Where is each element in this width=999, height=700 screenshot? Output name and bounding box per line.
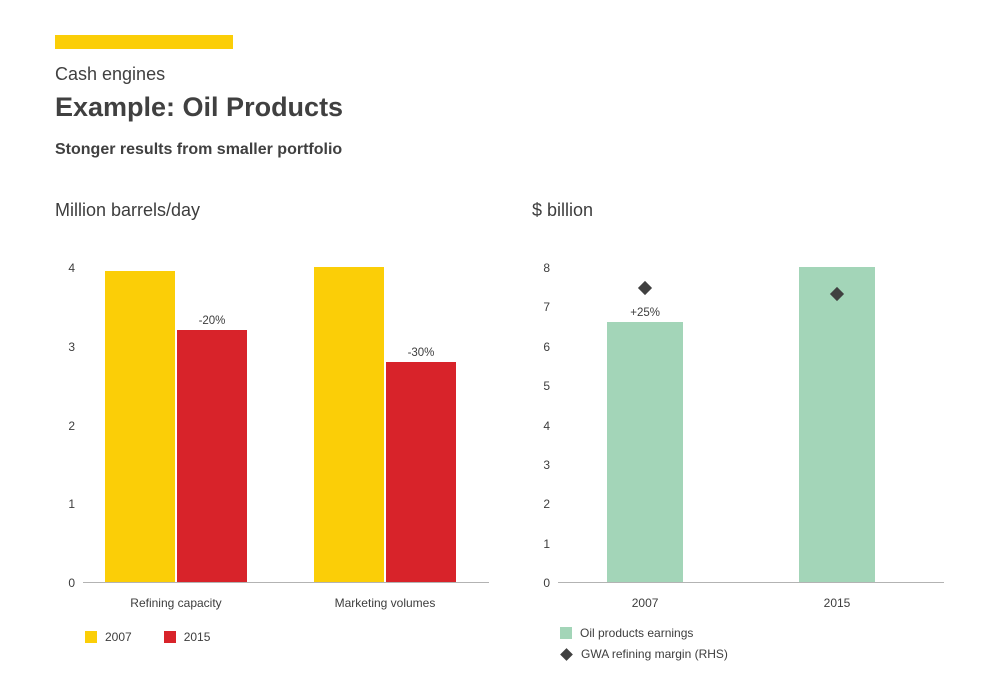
chart-barrels-per-day: Million barrels/day 0 1 2 3 4 Refining capacit… [55, 198, 515, 688]
chart-dollar-billion: $ billion 0 1 2 3 4 5 6 7 8 2007 2015 +25% Oil produc… [532, 198, 972, 688]
legend-item: GWA refining margin (RHS) [560, 647, 728, 661]
y-tick-label: 4 [68, 261, 75, 275]
y-tick-label: 1 [543, 536, 550, 551]
bar-2007 [105, 270, 175, 582]
y-tick-label: 0 [543, 576, 550, 590]
y-tick-label: 7 [543, 300, 550, 315]
legend: Oil products earnings GWA refining margin… [560, 626, 760, 668]
legend-item: Oil products earnings [560, 626, 728, 640]
category-label: 2007 [631, 596, 659, 610]
legend-label: 2015 [183, 630, 211, 644]
legend-label: Oil products earnings [580, 626, 694, 640]
legend-label: 2007 [105, 630, 132, 644]
y-tick-label: 4 [543, 418, 550, 433]
square-legend-swatch [560, 627, 572, 639]
plot-area: 0 1 2 3 4 Refining capacity Marketing volumes -… [68, 261, 489, 610]
page-title: Example: Oil Products [55, 92, 344, 122]
y-tick-label: 1 [68, 497, 75, 512]
square-legend-swatch [85, 631, 97, 643]
category-label: Refining capacity [130, 596, 222, 610]
legend-item: 2015 [163, 630, 211, 644]
chart-title: $ billion [532, 200, 594, 220]
bar-2015 [386, 361, 456, 582]
diamond-legend-swatch [560, 647, 573, 661]
square-legend-swatch [163, 631, 176, 643]
kicker: Cash engines [55, 64, 166, 84]
bar-value-label: -30% [407, 346, 435, 359]
category-label: Marketing volumes [334, 596, 436, 610]
bar-oil-products-earnings [607, 322, 684, 582]
bar-2015 [177, 330, 247, 582]
x-axis-line [558, 582, 944, 583]
diamond-marker [638, 280, 653, 295]
y-tick-label: 3 [68, 339, 75, 354]
accent-bar [55, 35, 233, 49]
plot-area: 0 1 2 3 4 5 6 7 8 2007 2015 +25% [543, 261, 944, 610]
legend-item: 2007 [85, 630, 132, 644]
legend: 2007 2015 [85, 630, 242, 651]
bar-2007 [314, 267, 384, 582]
page-subtitle: Stonger results from smaller portfolio [55, 141, 343, 158]
y-tick-label: 0 [68, 576, 75, 590]
chart-title: Million barrels/day [55, 200, 201, 220]
y-tick-label: 3 [543, 457, 550, 472]
y-tick-label: 8 [543, 261, 550, 275]
category-label: 2015 [823, 596, 851, 610]
x-axis-line [83, 582, 489, 583]
y-tick-label: 2 [68, 418, 75, 433]
y-tick-label: 5 [543, 379, 550, 394]
y-tick-label: 6 [543, 339, 550, 354]
legend-label: GWA refining margin (RHS) [581, 647, 728, 661]
y-tick-label: 2 [543, 497, 550, 512]
bar-value-label: +25% [630, 307, 660, 320]
bar-oil-products-earnings [799, 267, 876, 582]
bar-value-label: -20% [198, 315, 226, 327]
